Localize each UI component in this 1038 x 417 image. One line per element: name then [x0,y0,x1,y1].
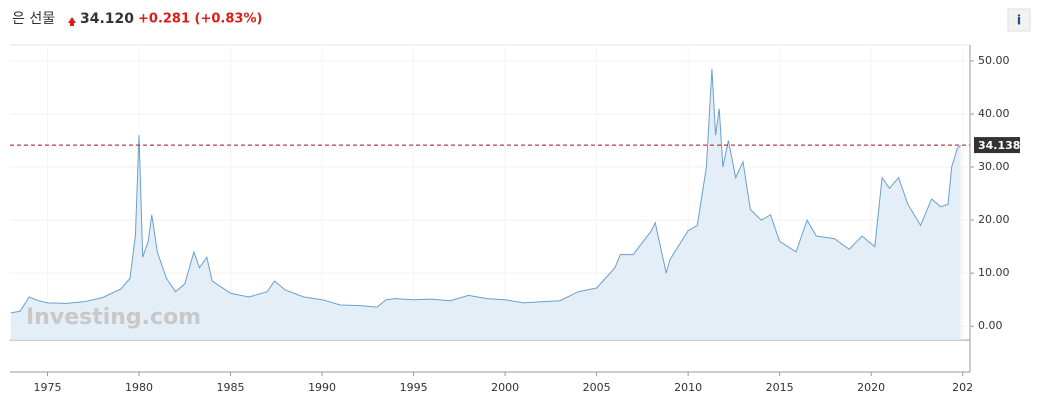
y-tick-label: 40.00 [978,107,1010,120]
price: 34.120 [80,11,134,27]
y-tick-label: 20.00 [978,213,1010,226]
chart-title: 은 선물 [12,11,55,27]
x-tick-label: 2015 [766,381,794,394]
x-tick-label: 2005 [583,381,611,394]
x-tick-label: 2020 [857,381,885,394]
x-tick-label: 1995 [400,381,428,394]
y-tick-label: 50.00 [978,54,1010,67]
info-icon[interactable]: i [1017,14,1021,29]
y-tick-label: 10.00 [978,266,1010,279]
x-tick-label: 1990 [308,381,336,394]
x-tick-label: 1980 [125,381,153,394]
x-tick-label: 2000 [491,381,519,394]
x-tick-label: 202 [952,381,973,394]
area [10,68,961,341]
x-tick-label: 1985 [217,381,245,394]
watermark: Investing.com [26,305,201,330]
up-arrow [68,17,76,26]
change: +0.281 (+0.83%) [138,12,262,27]
info-button[interactable] [1007,8,1031,32]
price-label: 34.138 [978,139,1020,152]
line [10,68,962,314]
y-tick-label: 0.00 [978,319,1003,332]
x-tick-label: 1975 [34,381,62,394]
price-box [974,137,1020,154]
x-tick-label: 2010 [674,381,702,394]
y-tick-label: 30.00 [978,160,1010,173]
